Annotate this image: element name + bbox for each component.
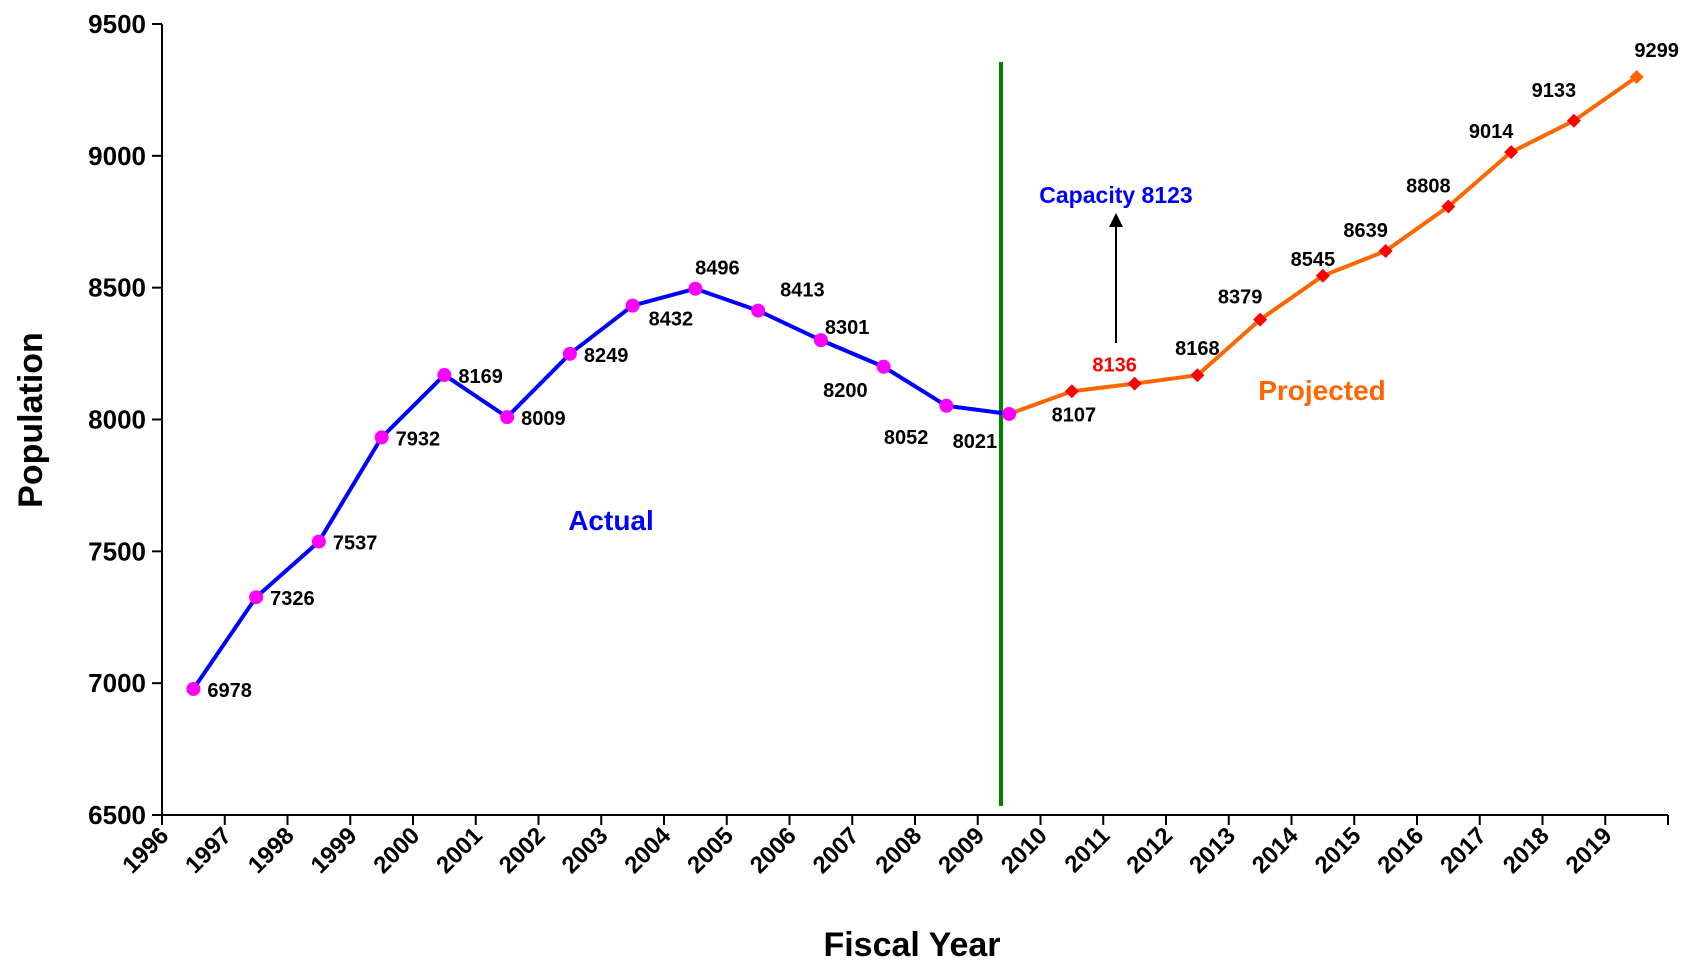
point-actual [939,398,954,413]
data-label: 7932 [396,428,441,450]
x-tick-label: 2015 [1310,822,1367,879]
y-tick-label: 9500 [88,9,146,39]
x-tick-label: 2000 [368,822,425,879]
data-label: 8021 [953,431,998,453]
capacity-annotation: Capacity 8123 [1039,182,1192,208]
x-tick-label: 2005 [682,822,739,879]
data-label: 7326 [270,588,315,610]
point-projected [1378,244,1393,259]
x-tick-label: 1998 [243,822,300,879]
series-label-actual: Actual [568,505,654,536]
data-label: 8107 [1052,404,1097,426]
y-axis-ticks: 6500 7000 7500 8000 8500 9000 9500 [88,9,162,830]
x-tick-label: 2018 [1498,822,1555,879]
point-projected [1190,368,1205,383]
data-labels: 6978 7326 7537 7932 8169 8009 8249 8432 8496 8413… [207,40,1679,702]
point-projected [1127,376,1142,391]
point-actual [562,346,577,361]
series-line-actual [191,286,1010,691]
point-actual [813,333,828,348]
x-tick-label: 2003 [557,822,614,879]
x-tick-label: 2008 [870,822,927,879]
capacity-arrow-head [1109,213,1123,227]
y-axis-title: Population [12,332,50,508]
x-tick-label: 2019 [1561,822,1618,879]
x-tick-label: 2011 [1060,822,1116,878]
x-tick-label: 2016 [1372,822,1429,879]
x-tick-label: 2012 [1121,822,1178,879]
x-axis-title: Fiscal Year [823,926,1000,964]
data-label: 8249 [584,345,629,367]
x-tick-label: 2001 [431,822,488,879]
data-label: 8639 [1343,220,1388,242]
series-markers [186,69,1644,696]
data-label: 8169 [458,366,503,388]
data-label: 7537 [333,533,378,555]
point-actual [311,534,326,549]
point-actual [688,281,703,296]
x-tick-label: 1997 [180,822,237,879]
x-tick-label: 1999 [306,822,363,879]
data-label: 6978 [207,680,252,702]
data-label: 8808 [1406,175,1451,197]
data-label: 9299 [1634,40,1679,62]
data-label: 8009 [521,408,566,430]
x-tick-label: 2010 [996,822,1053,879]
point-projected [1064,384,1079,399]
x-tick-label: 2009 [933,822,990,879]
y-tick-label: 7500 [88,536,146,566]
point-actual [876,359,891,374]
point-projected [1315,268,1330,283]
point-projected [1441,199,1456,214]
data-label: 9014 [1469,121,1514,143]
y-tick-label: 7000 [88,668,146,698]
point-actual [374,430,389,445]
x-axis-ticks: 1996 1997 1998 1999 2000 2001 2002 2003 2004 2005… [117,815,1669,879]
y-tick-label: 8000 [88,405,146,435]
data-label: 8301 [825,317,870,339]
x-tick-label: 2004 [619,822,676,879]
point-projected [1566,113,1581,128]
y-tick-label: 9000 [88,141,146,171]
point-actual [249,590,264,605]
data-label: 8496 [695,258,740,280]
x-tick-label: 2017 [1435,822,1492,879]
y-tick-label: 6500 [88,800,146,830]
data-label: 8136 [1092,355,1137,377]
x-tick-label: 2007 [808,822,865,879]
data-label: 8432 [649,309,694,331]
point-projected [1629,69,1644,84]
x-tick-label: 1996 [117,822,174,879]
data-label: 8413 [780,280,825,302]
point-actual [751,303,766,318]
axes [161,24,1668,816]
data-label: 8379 [1218,287,1263,309]
data-label: 8168 [1175,338,1220,360]
data-label: 8200 [823,380,868,402]
x-tick-label: 2013 [1184,822,1241,879]
data-label: 9133 [1532,80,1577,102]
series-lines [191,75,1638,691]
point-actual [1002,406,1017,421]
y-tick-label: 8500 [88,273,146,303]
capacity-arrow [1109,213,1123,343]
point-projected [1504,145,1519,160]
point-projected [1253,312,1268,327]
data-label: 8052 [884,427,929,449]
x-tick-label: 2006 [745,822,802,879]
series-label-projected: Projected [1258,375,1386,406]
point-actual [437,367,452,382]
point-actual [186,681,201,696]
point-actual [500,410,515,425]
x-tick-label: 2002 [494,822,551,879]
data-label: 8545 [1291,249,1336,271]
point-actual [625,298,640,313]
x-tick-label: 2014 [1247,822,1304,879]
